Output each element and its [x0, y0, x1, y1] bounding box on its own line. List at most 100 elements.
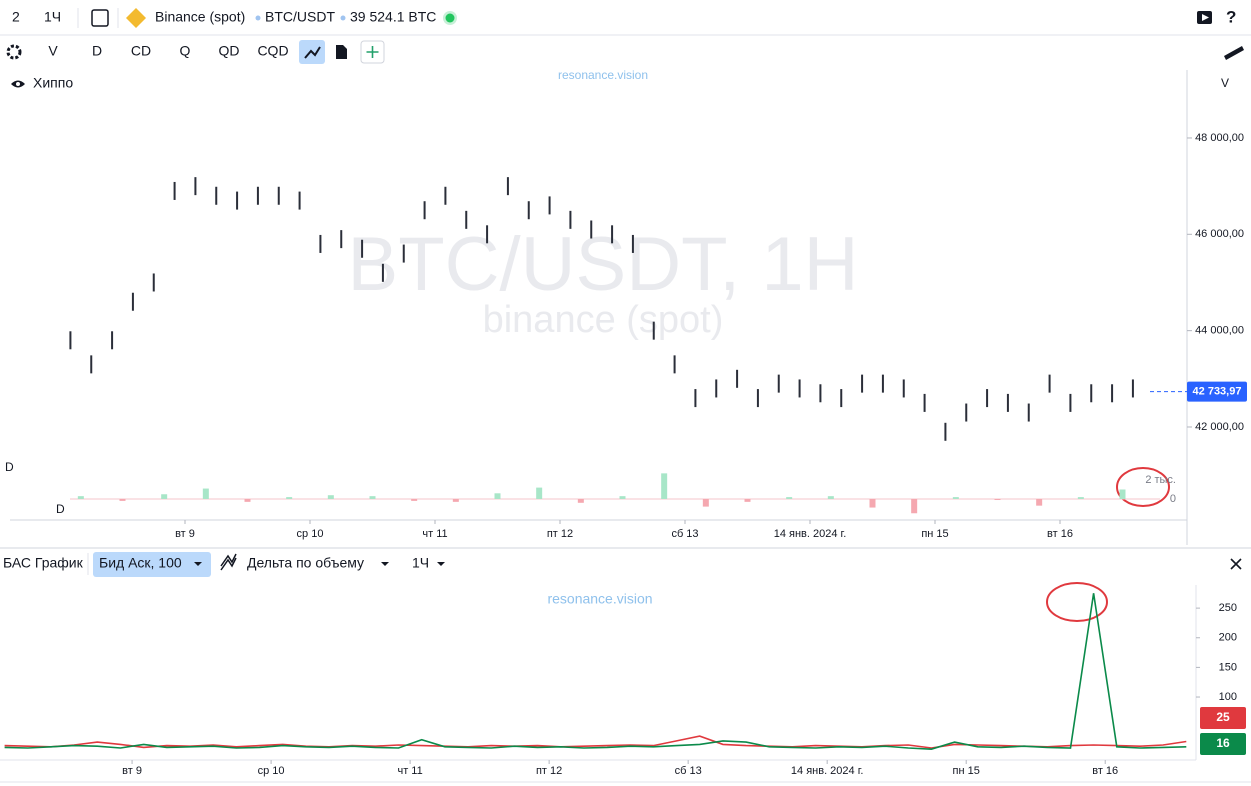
status-dot [445, 13, 455, 23]
snapshot-icon[interactable] [91, 9, 109, 27]
last-price-label: 42 733,97 [1193, 386, 1242, 398]
price-bar [486, 225, 489, 244]
x-tick-label: пн 15 [953, 765, 980, 777]
panel-title: БАС График [3, 555, 84, 571]
binance-logo [126, 8, 146, 28]
price-bar [569, 210, 572, 229]
price-bar [236, 191, 239, 210]
price-bar [1131, 379, 1134, 398]
delta-bar [702, 499, 709, 507]
price-bar [465, 210, 468, 229]
watermark: resonance.vision [558, 68, 648, 82]
indicator[interactable]: Дельта по объему [247, 555, 364, 571]
delta-bar [661, 473, 668, 500]
delta-bar [161, 494, 168, 500]
settings-icon[interactable] [6, 44, 22, 60]
price-bar [381, 263, 384, 282]
indicator-name: Хиппо [33, 75, 73, 91]
price-bar [694, 389, 697, 408]
x-tick-label: вт 16 [1092, 765, 1118, 777]
line-icon [304, 46, 321, 59]
mode-select[interactable] [93, 552, 211, 577]
price-bar [423, 201, 426, 220]
x-tick-label: сб 13 [671, 528, 698, 540]
last-value-box [1200, 733, 1246, 755]
panel-timeframe[interactable]: 1Ч [412, 555, 429, 571]
toolbar-item[interactable]: CD [131, 43, 151, 59]
delta-bar [452, 499, 459, 502]
price-bar [527, 201, 530, 220]
price-bar [1111, 384, 1114, 403]
watermark: resonance.vision [547, 591, 652, 607]
x-tick-label: пт 12 [547, 528, 573, 540]
delta-line [4, 593, 1187, 751]
price-bar [652, 321, 655, 340]
price-bar [861, 374, 864, 393]
delta-bar [786, 497, 793, 500]
price-bar [361, 239, 364, 258]
y-tick-label: 2 тыс. [1145, 474, 1176, 486]
price-bar [944, 422, 947, 441]
exchange[interactable]: Binance (spot) [155, 9, 245, 25]
delta-bar [286, 497, 293, 500]
last-price-box [1187, 381, 1247, 402]
price-bar [402, 244, 405, 263]
x-tick-label: ср 10 [258, 765, 285, 777]
delta-bar [327, 495, 334, 500]
doc-icon[interactable] [336, 45, 347, 59]
toolbar-item[interactable]: CQD [257, 43, 288, 59]
price-bar [611, 225, 614, 244]
indicator-icon [220, 553, 237, 571]
axis-label: V [1221, 76, 1229, 90]
price-bar [798, 379, 801, 398]
caret [437, 562, 445, 566]
delta-bar [411, 499, 418, 501]
close-icon[interactable] [1230, 558, 1242, 570]
highlight-circle [1046, 582, 1108, 622]
toolbar-item[interactable]: Q [180, 43, 191, 59]
delta-label: D [5, 460, 14, 474]
price-bar [131, 292, 134, 311]
y-tick-label: 48 000,00 [1195, 132, 1244, 144]
price-bar [173, 181, 176, 200]
timeframe[interactable]: 1Ч [44, 9, 61, 25]
y-tick-label: 42 000,00 [1195, 421, 1244, 433]
x-tick-label: пт 12 [536, 765, 562, 777]
price-bar [152, 273, 155, 292]
price-bar [777, 374, 780, 393]
mode[interactable]: Бид Аск, 100 [99, 555, 182, 571]
delta-bar [827, 496, 834, 500]
price-bar [631, 234, 634, 253]
price-bar [506, 177, 509, 196]
delta-bar [1077, 497, 1084, 500]
ruler-icon[interactable] [1224, 46, 1244, 60]
x-tick-label: сб 13 [675, 765, 702, 777]
toolbar-item[interactable]: QD [219, 43, 240, 59]
delta-bar [494, 493, 501, 500]
help-icon[interactable]: ? [1226, 7, 1236, 26]
delta-label: D [56, 502, 65, 516]
price-bar [923, 393, 926, 412]
delta-bar [911, 499, 918, 514]
x-tick-label: чт 11 [422, 528, 447, 540]
price-bar [1090, 384, 1093, 403]
x-tick-label: вт 16 [1047, 528, 1073, 540]
x-tick-label: чт 11 [397, 765, 422, 777]
delta-bar [952, 497, 959, 500]
caret [381, 562, 389, 566]
price-bar [69, 331, 72, 350]
delta-bar [244, 499, 251, 502]
delta-bar [1119, 489, 1126, 500]
caret [194, 562, 202, 566]
delta-bar [619, 496, 626, 500]
price-bar [965, 403, 968, 422]
toolbar-item[interactable]: V [48, 43, 58, 59]
toolbar-item[interactable]: D [92, 43, 102, 59]
interval-count[interactable]: 2 [12, 9, 20, 25]
price-bar [319, 234, 322, 253]
price-bar [340, 230, 343, 249]
price-bar [756, 389, 759, 408]
watermark-subtitle: binance (spot) [483, 299, 724, 341]
pair[interactable]: BTC/USDT [265, 9, 335, 25]
